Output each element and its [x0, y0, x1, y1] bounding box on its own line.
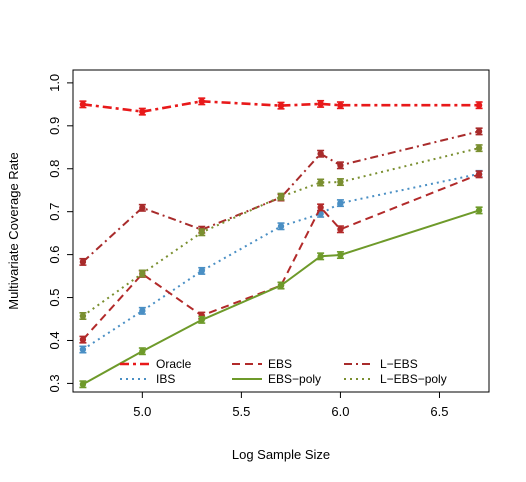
- data-point: [198, 315, 206, 324]
- data-point: [138, 347, 146, 356]
- data-point: [317, 149, 325, 158]
- data-point: [336, 178, 344, 187]
- legend-label: IBS: [156, 372, 175, 386]
- data-point: [475, 101, 483, 110]
- series-group: [79, 144, 483, 321]
- x-tick-label: 6.0: [331, 404, 349, 419]
- data-point: [79, 335, 87, 344]
- data-point: [277, 101, 285, 110]
- data-point: [475, 206, 483, 215]
- data-point: [198, 228, 206, 237]
- legend-label: L−EBS−poly: [380, 372, 447, 386]
- data-point: [277, 222, 285, 231]
- data-point: [317, 99, 325, 108]
- data-point: [198, 266, 206, 275]
- y-tick-label: 0.4: [47, 331, 62, 349]
- y-axis: 0.3 0.4 0.5 0.6 0.7 0.8 0.9 1.0: [47, 74, 73, 392]
- x-tick-label: 5.5: [232, 404, 250, 419]
- data-point: [336, 251, 344, 260]
- data-point: [79, 257, 87, 266]
- data-point: [138, 269, 146, 278]
- x-axis-label: Log Sample Size: [232, 447, 330, 462]
- data-point: [79, 345, 87, 354]
- series-group: [79, 206, 483, 389]
- data-point: [138, 203, 146, 212]
- series-line: [82, 147, 480, 317]
- legend-item: EBS−poly: [232, 372, 321, 386]
- data-point: [277, 192, 285, 201]
- y-tick-label: 1.0: [47, 74, 62, 92]
- y-tick-label: 0.7: [47, 203, 62, 221]
- legend-item: Oracle: [120, 357, 192, 371]
- data-point: [79, 312, 87, 321]
- data-point: [79, 100, 87, 109]
- legend-label: Oracle: [156, 357, 192, 371]
- legend-label: EBS: [268, 357, 292, 371]
- series-group: [79, 97, 483, 116]
- data-point: [336, 101, 344, 110]
- data-point: [277, 281, 285, 290]
- legend-label: L−EBS: [380, 357, 418, 371]
- x-tick-label: 5.0: [133, 404, 151, 419]
- data-point: [336, 199, 344, 208]
- y-tick-label: 0.6: [47, 246, 62, 264]
- x-tick-label: 6.5: [430, 404, 448, 419]
- data-point: [138, 107, 146, 116]
- data-point: [336, 225, 344, 234]
- data-point: [475, 170, 483, 179]
- data-point: [138, 306, 146, 315]
- legend-item: L−EBS: [344, 357, 418, 371]
- y-tick-label: 0.8: [47, 160, 62, 178]
- y-tick-label: 0.9: [47, 117, 62, 135]
- series-layer: [79, 97, 483, 389]
- data-point: [317, 252, 325, 261]
- legend-label: EBS−poly: [268, 372, 321, 386]
- data-point: [317, 203, 325, 212]
- legend-item: L−EBS−poly: [344, 372, 447, 386]
- plot-frame: [72, 69, 490, 393]
- legend-item: IBS: [120, 372, 175, 386]
- data-point: [198, 97, 206, 106]
- data-point: [336, 161, 344, 170]
- legend-item: EBS: [232, 357, 292, 371]
- data-point: [475, 127, 483, 136]
- data-point: [79, 380, 87, 389]
- y-axis-label: Multivariate Coverage Rate: [6, 152, 21, 310]
- y-tick-label: 0.3: [47, 374, 62, 392]
- data-point: [317, 178, 325, 187]
- x-axis: 5.0 5.5 6.0 6.5: [133, 392, 449, 419]
- y-tick-label: 0.5: [47, 289, 62, 307]
- data-point: [475, 144, 483, 153]
